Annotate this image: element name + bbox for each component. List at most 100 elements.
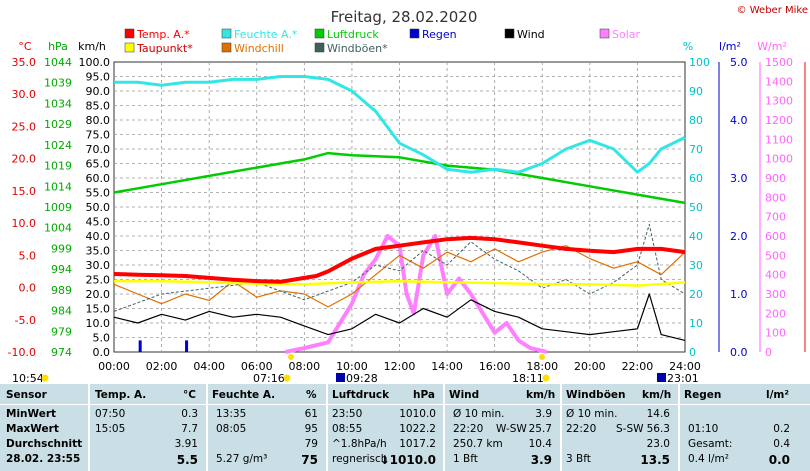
header-rain-unit: l/m² [766,389,789,401]
y-tick-wind_kmh: 75.0 [86,129,111,142]
press-value: 1022.2 [399,423,436,435]
y-tick-humidity_pct: 40 [689,230,703,243]
chart-legend: Temp. A.* Feuchte A.* Luftdruck Regen Wind So… [124,28,641,55]
header-press: Luftdruck [332,389,390,401]
y-tick-temp_c: 20.0 [12,153,37,166]
press-time: 08:55 [332,423,363,435]
press-time: regnerisch [332,453,388,465]
legend-swatch [221,42,232,53]
y-tick-pressure_hpa: 999 [51,242,72,255]
y-tick-humidity_pct: 50 [689,201,703,214]
x-tick-label: 08:00 [288,360,320,373]
legend-item: Wind [517,28,545,41]
press-time: ^1.8hPa/h [332,438,387,450]
y-tick-solar_wm2: 100 [765,327,786,340]
y-tick-solar_wm2: 1300 [765,95,793,108]
y-tick-wind_kmh: 85.0 [86,100,111,113]
wind-value: 3.9 [535,408,552,420]
axis-label-rain: l/m² [719,40,741,53]
moonset-icon [657,373,666,382]
y-tick-pressure_hpa: 1029 [44,118,72,131]
legend-item: Regen [422,28,457,41]
wind-value: 3.9 [530,453,552,467]
y-tick-rain_lm2: 0.0 [730,346,748,359]
sunset-label: 18:11 [512,372,544,384]
x-tick-label: 02:00 [146,360,178,373]
y-tick-solar_wm2: 300 [765,288,786,301]
y-tick-wind_kmh: 20.0 [86,288,111,301]
moonrise-label: 09:28 [346,372,378,384]
temp-value: 5.5 [176,453,198,467]
y-tick-solar_wm2: 1200 [765,114,793,127]
sun-icon [41,374,49,382]
rain-value: 0.0 [768,453,790,467]
legend-swatch [124,42,135,53]
y-tick-wind_kmh: 100.0 [79,56,111,69]
gust-time: Ø 10 min. [566,408,618,420]
gust-value: 23.0 [646,438,670,450]
y-tick-humidity_pct: 10 [689,317,703,330]
y-tick-pressure_hpa: 994 [51,263,72,276]
press-value: ↓1010.0 [379,453,436,467]
x-tick-label: 12:00 [384,360,416,373]
y-tick-wind_kmh: 80.0 [86,114,111,127]
temp-time: 15:05 [95,423,126,435]
chart-title: Freitag, 28.02.2020 [331,8,478,26]
y-tick-temp_c: 5.0 [19,249,37,262]
header-sensor: Sensor [6,389,47,401]
copyright-label: © Weber Mike [737,5,808,16]
y-tick-solar_wm2: 700 [765,211,786,224]
grid [113,61,686,353]
temp-value: 7.7 [181,423,198,435]
y-tick-pressure_hpa: 984 [51,305,72,318]
rain-value: 0.4 [773,438,790,450]
gust-time: 22:20 [566,423,597,435]
y-tick-wind_kmh: 30.0 [86,259,111,272]
y-tick-temp_c: -10.0 [8,346,36,359]
x-tick-label: 18:00 [526,360,558,373]
sun-markers: 10:54 07:16 09:28 18:11 23:01 [12,354,699,384]
x-tick-label: 16:00 [479,360,511,373]
axis-unit-labels: °C hPa km/h% l/m² W/m² [18,40,786,53]
press-value: 1010.0 [399,408,436,420]
hum-time: 5.27 g/m³ [216,453,268,465]
series-line [113,245,686,308]
series-layer [113,75,686,354]
y-tick-wind_kmh: 0.0 [93,346,111,359]
y-tick-pressure_hpa: 1039 [44,77,72,90]
rain-bar [185,340,189,352]
y-tick-pressure_hpa: 974 [51,346,72,359]
legend-item: Windchill [234,42,284,55]
header-wind-unit: km/h [526,389,556,401]
y-tick-solar_wm2: 1100 [765,133,793,146]
sunrise-tick [288,354,294,360]
row-label: Durchschnitt [6,438,83,450]
axis-label-pressure: hPa [48,40,68,53]
wind-time: 250.7 km [453,438,503,450]
y-tick-pressure_hpa: 1004 [44,222,72,235]
weather-chart: Freitag, 28.02.2020 © Weber Mike Temp. A… [8,5,808,384]
legend-swatch [409,28,420,39]
legend-swatch [221,28,232,39]
sunrise-label: 07:16 [253,372,285,384]
legend-item: Taupunkt* [136,42,193,55]
header-press-unit: hPa [413,389,435,401]
y-tick-wind_kmh: 90.0 [86,85,111,98]
y-tick-pressure_hpa: 1024 [44,139,72,152]
y-tick-temp_c: -5.0 [15,314,36,327]
series-line [113,293,686,341]
x-tick-label: 14:00 [431,360,463,373]
x-tick-label: 22:00 [622,360,654,373]
header-rain: Regen [684,389,722,401]
axis-label-solar: W/m² [757,40,787,53]
daylength-label: 10:54 [12,372,44,384]
series-line [113,235,686,284]
header-temp-unit: °C [183,389,196,401]
series-line [113,151,686,205]
rain-bar [138,340,142,352]
wind-value: 10.4 [528,438,552,450]
x-tick-label: 20:00 [574,360,606,373]
y-tick-rain_lm2: 3.0 [730,172,748,185]
moonrise-icon [336,373,345,382]
sunset-icon [542,374,550,382]
